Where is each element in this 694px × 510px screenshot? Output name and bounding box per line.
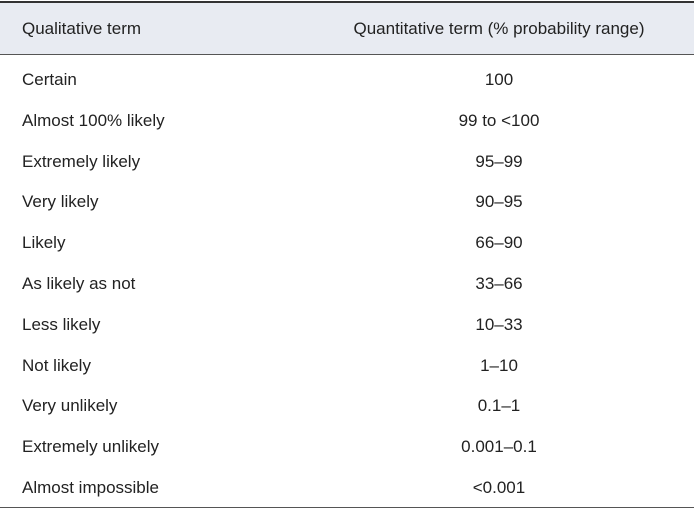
term-cell: Extremely likely	[22, 151, 141, 171]
table-row: Almost impossible <0.001	[0, 468, 694, 509]
term-cell: Likely	[22, 233, 66, 253]
range-cell: 1–10	[480, 355, 518, 375]
term-cell: Extremely unlikely	[22, 437, 159, 457]
table-row: Extremely likely 95–99	[0, 141, 694, 182]
range-cell: 0.1–1	[477, 396, 521, 416]
range-cell: <0.001	[472, 478, 526, 497]
table-row: Almost 100% likely 99 to <100	[0, 100, 694, 141]
term-cell: Almost impossible	[22, 478, 159, 497]
header-cell: Quantitative term (% probability range)	[353, 18, 645, 38]
bottom-rule	[0, 507, 694, 508]
range-cell: 33–66	[475, 274, 523, 293]
term-cell: Very likely	[22, 192, 99, 212]
table-row: Likely 66–90	[0, 223, 694, 264]
range-cell: 100	[484, 70, 514, 89]
term-cell: Less likely	[22, 314, 101, 334]
range-cell: 0.001–0.1	[461, 437, 537, 457]
table-row: Certain 100	[0, 60, 694, 101]
range-cell: 99 to <100	[458, 110, 540, 130]
term-cell: Certain	[22, 70, 77, 89]
range-cell: 95–99	[475, 151, 523, 171]
table-row: Very likely 90–95	[0, 182, 694, 223]
header-row: Qualitative term Quantitative term (% pr…	[0, 3, 694, 55]
table-row: Not likely 1–10	[0, 345, 694, 386]
table-row: Less likely 10–33	[0, 304, 694, 345]
table-row: Extremely unlikely 0.001–0.1	[0, 427, 694, 468]
header-cell: Qualitative term	[22, 18, 142, 38]
range-cell: 66–90	[475, 233, 523, 253]
table-row: Very unlikely 0.1–1	[0, 386, 694, 427]
range-cell: 90–95	[475, 192, 523, 212]
range-cell: 10–33	[475, 314, 523, 334]
term-cell: As likely as not	[22, 274, 136, 293]
top-rule	[0, 1, 694, 3]
term-cell: Not likely	[22, 355, 91, 375]
term-cell: Very unlikely	[22, 396, 118, 416]
term-cell: Almost 100% likely	[22, 110, 165, 130]
table-row: As likely as not 33–66	[0, 264, 694, 305]
